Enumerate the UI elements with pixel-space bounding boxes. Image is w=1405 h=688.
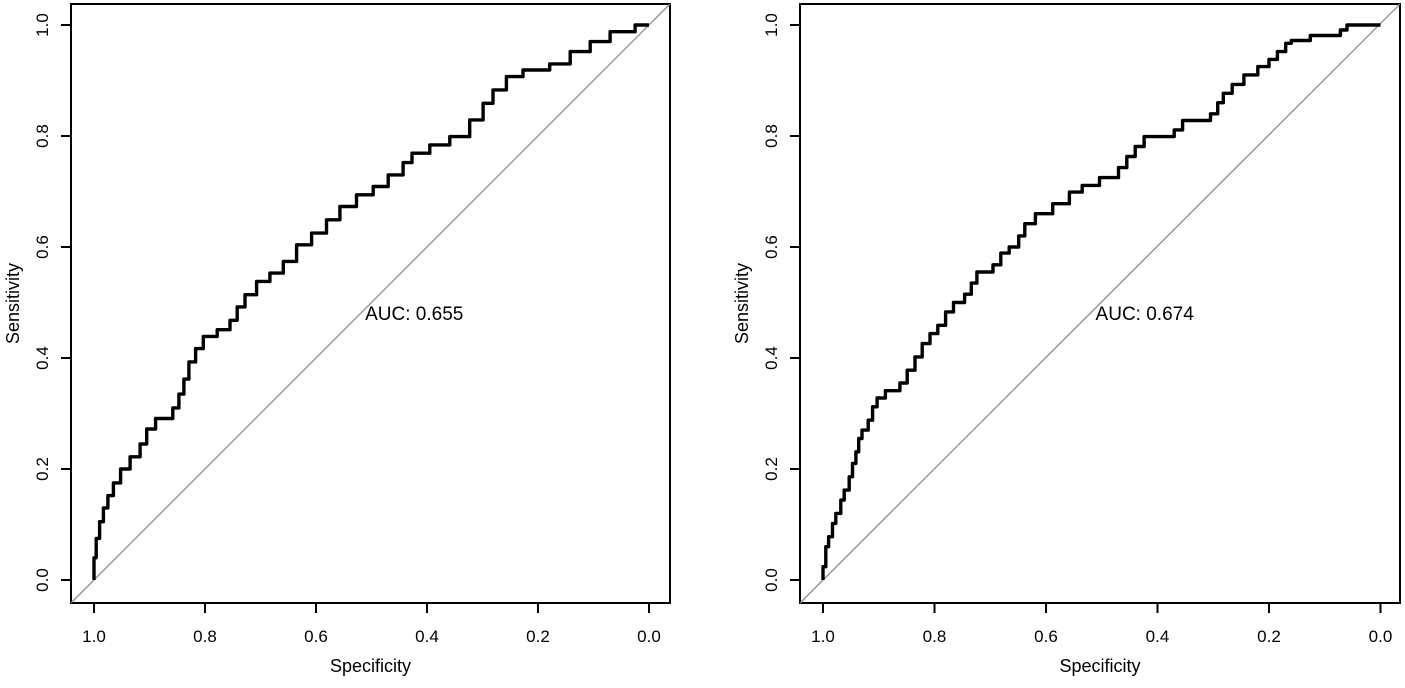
y-tick-label: 0.6 bbox=[762, 235, 781, 259]
x-tick-label: 0.0 bbox=[1369, 627, 1393, 646]
y-tick-label: 1.0 bbox=[33, 13, 52, 37]
auc-annotation: AUC: 0.655 bbox=[365, 304, 463, 325]
x-tick-label: 0.8 bbox=[193, 627, 217, 646]
y-tick-label: 0.6 bbox=[33, 235, 52, 259]
x-tick-label: 0.6 bbox=[1034, 627, 1058, 646]
y-axis-title: Sensitivity bbox=[732, 263, 752, 344]
y-tick-label: 0.2 bbox=[33, 457, 52, 481]
plot-box bbox=[70, 3, 671, 604]
roc-panel-2: 1.0 0.8 0.6 0.4 0.2 0.0 0.0 0.2 0.4 0.6 0.8 1.0 Spec… bbox=[732, 3, 1401, 676]
x-tick-label: 1.0 bbox=[82, 627, 106, 646]
diagonal-reference-line bbox=[799, 3, 1401, 604]
roc-curve bbox=[92, 23, 649, 580]
x-tick-label: 1.0 bbox=[811, 627, 835, 646]
auc-annotation: AUC: 0.674 bbox=[1096, 304, 1195, 325]
x-tick-label: 0.4 bbox=[415, 627, 439, 646]
x-tick-label: 0.4 bbox=[1146, 627, 1170, 646]
y-tick-label: 0.0 bbox=[33, 568, 52, 592]
y-tick-label: 1.0 bbox=[762, 13, 781, 37]
x-axis-title: Specificity bbox=[1059, 656, 1140, 676]
x-tick-label: 0.6 bbox=[304, 627, 328, 646]
x-tick-label: 0.2 bbox=[526, 627, 550, 646]
roc-curve bbox=[821, 23, 1381, 580]
y-tick-label: 0.8 bbox=[762, 124, 781, 148]
x-tick-label: 0.0 bbox=[637, 627, 661, 646]
roc-panel-1: 1.0 0.8 0.6 0.4 0.2 0.0 0.0 0.2 0.4 0.6 0.8 1.0 Spec… bbox=[3, 3, 671, 676]
diagonal-reference-line bbox=[70, 3, 671, 604]
x-axis-title: Specificity bbox=[330, 656, 411, 676]
y-tick-label: 0.4 bbox=[33, 346, 52, 370]
y-tick-label: 0.0 bbox=[762, 568, 781, 592]
x-tick-label: 0.8 bbox=[923, 627, 947, 646]
y-tick-label: 0.2 bbox=[762, 457, 781, 481]
plot-box bbox=[799, 3, 1401, 604]
y-axis-title: Sensitivity bbox=[3, 263, 23, 344]
x-tick-label: 0.2 bbox=[1257, 627, 1281, 646]
y-tick-label: 0.8 bbox=[33, 124, 52, 148]
y-tick-label: 0.4 bbox=[762, 346, 781, 370]
